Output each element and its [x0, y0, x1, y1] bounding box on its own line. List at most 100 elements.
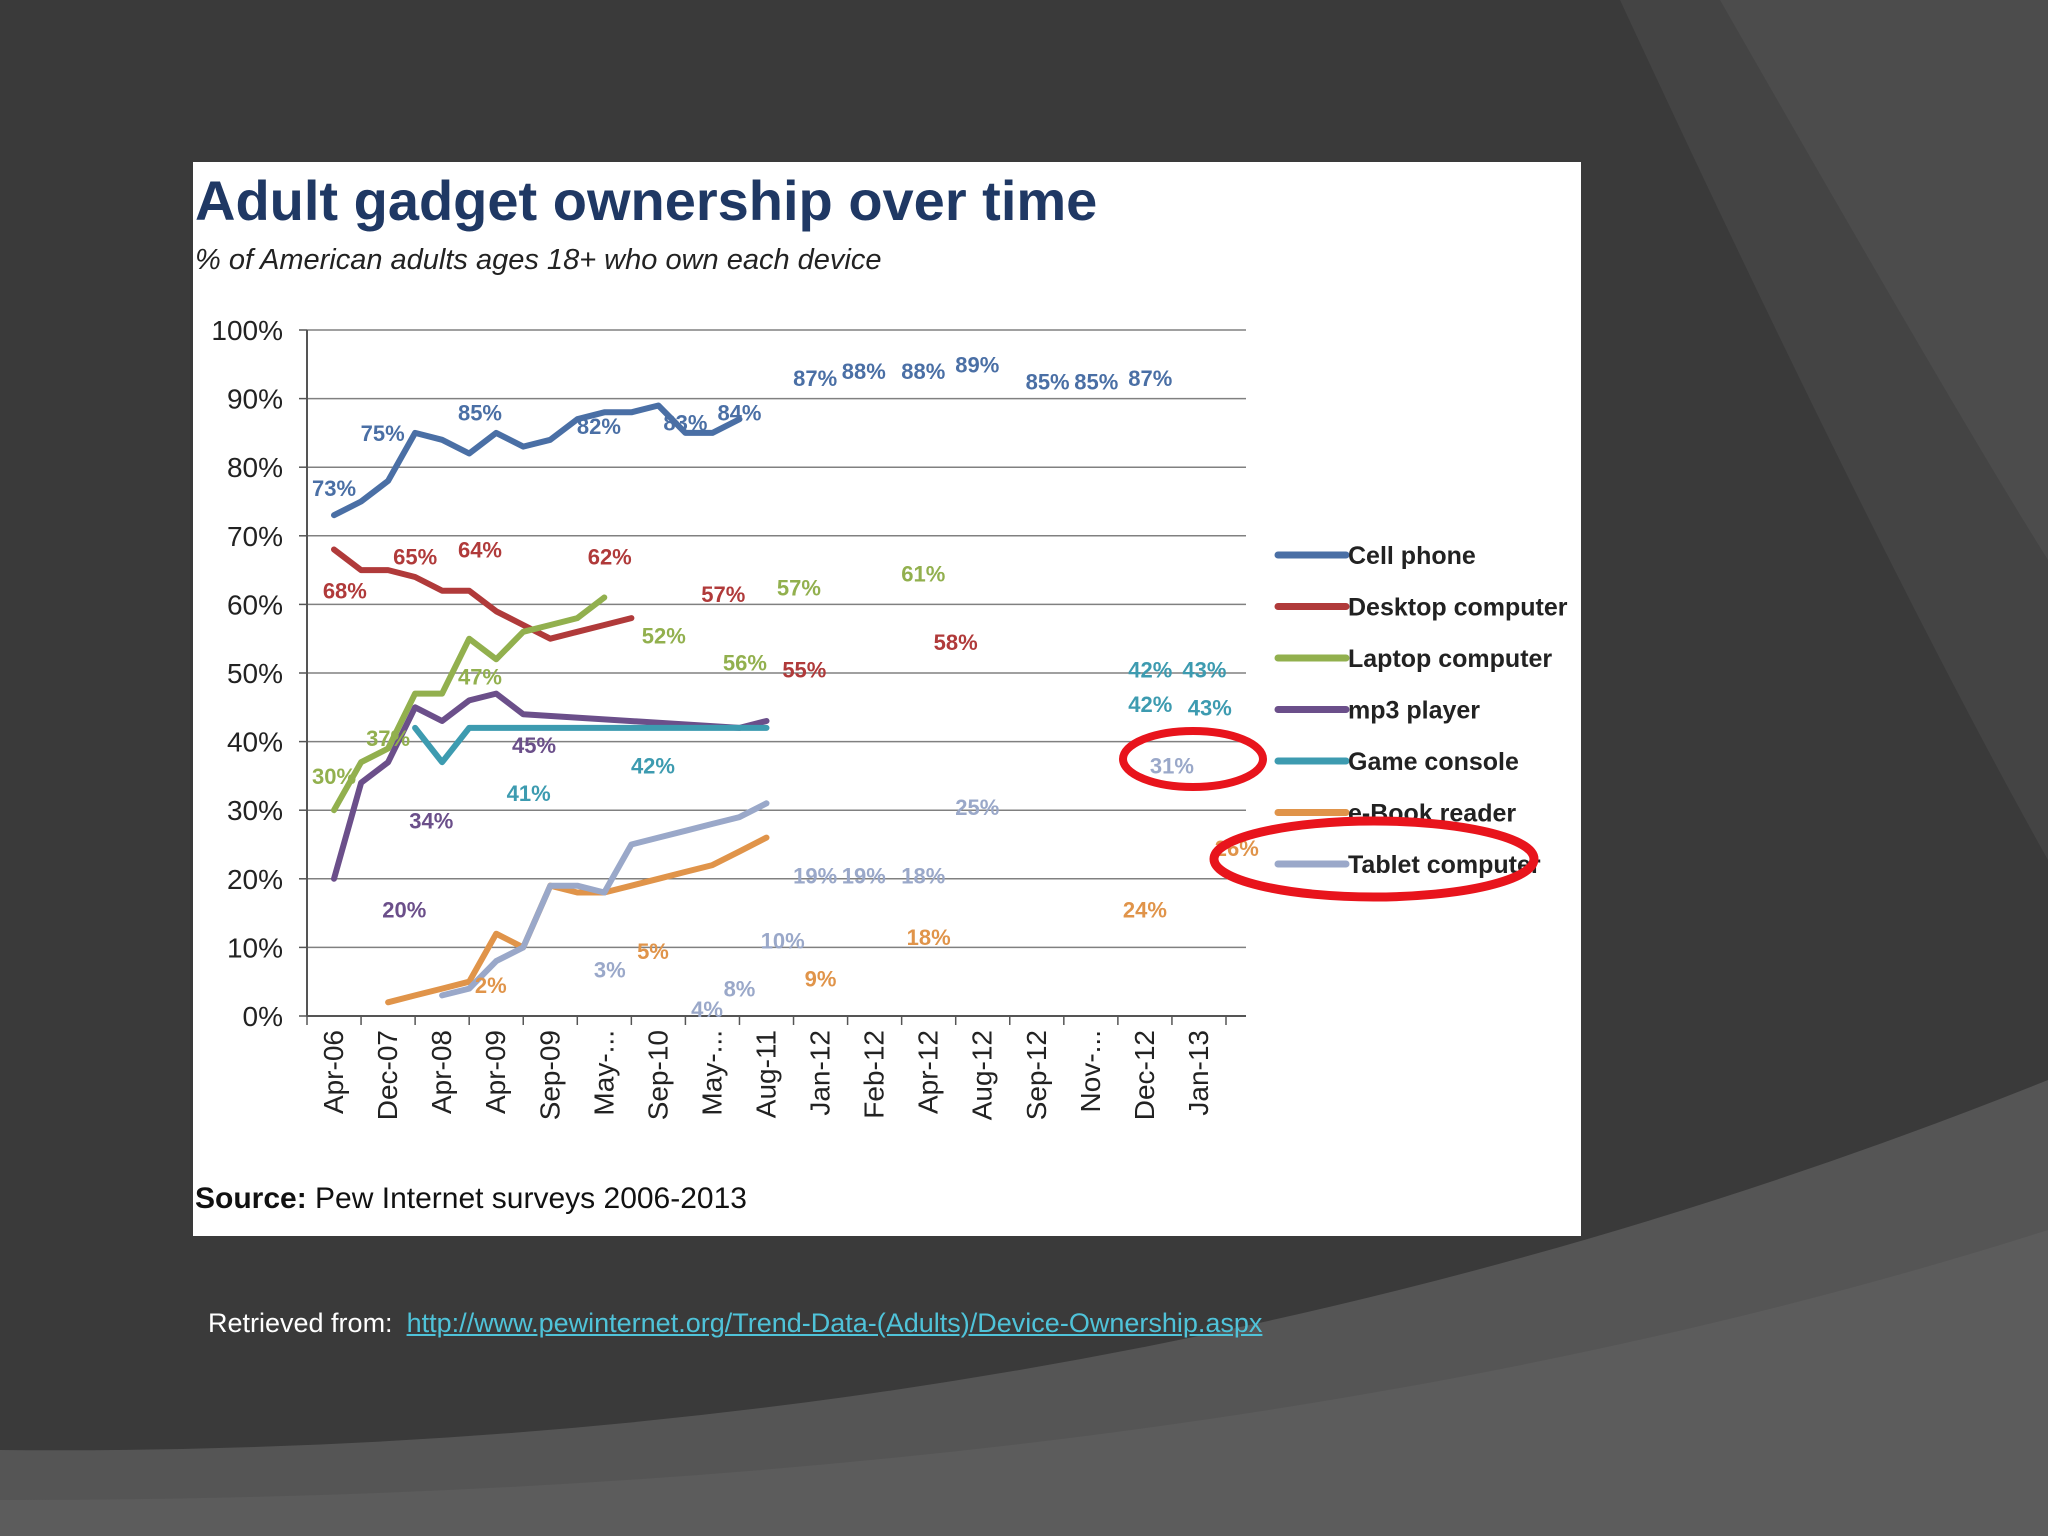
data-label: 83% — [663, 411, 707, 436]
series-line — [331, 546, 635, 642]
x-tick-label: Feb-12 — [859, 1030, 890, 1119]
y-tick-label: 0% — [243, 1001, 283, 1032]
data-label: 19% — [842, 863, 886, 888]
legend-item: Laptop computer — [1348, 645, 1552, 673]
data-label: 42% — [1128, 658, 1172, 683]
x-tick-label: Sep-12 — [1021, 1030, 1052, 1120]
y-tick-label: 60% — [227, 589, 283, 620]
source-url-link[interactable]: http://www.pewinternet.org/Trend-Data-(A… — [406, 1308, 1263, 1338]
x-tick-label: Aug-12 — [967, 1030, 998, 1120]
data-label: 88% — [842, 359, 886, 384]
series-line — [412, 724, 770, 766]
data-label: 18% — [907, 925, 951, 950]
chart-source: Source: Pew Internet surveys 2006-2013 — [195, 1182, 747, 1216]
chart-title: Adult gadget ownership over time — [195, 169, 1098, 232]
y-tick-label: 100% — [211, 315, 283, 346]
x-tick-label: Jan-13 — [1183, 1030, 1214, 1116]
data-label: 2% — [475, 973, 507, 998]
x-tick-label: Sep-10 — [642, 1030, 673, 1120]
source-label: Source: — [195, 1182, 307, 1215]
data-label: 85% — [1026, 369, 1070, 394]
data-label: 57% — [701, 582, 745, 607]
data-label: 62% — [588, 544, 632, 569]
x-tick-label: Apr-12 — [913, 1030, 944, 1114]
data-label: 4% — [691, 997, 723, 1022]
data-label: 58% — [934, 630, 978, 655]
y-tick-label: 70% — [227, 521, 283, 552]
x-tick-label: Apr-08 — [426, 1030, 457, 1114]
retrieved-note: Retrieved from: http://www.pewinternet.or… — [208, 1308, 1262, 1339]
data-label: 19% — [793, 863, 837, 888]
x-tick-label: Dec-07 — [372, 1030, 403, 1120]
data-label: 87% — [793, 366, 837, 391]
x-tick-label: Dec-12 — [1129, 1030, 1160, 1120]
series-line — [331, 594, 608, 814]
data-label: 73% — [312, 476, 356, 501]
legend-item: Cell phone — [1348, 542, 1476, 570]
legend-item: Tablet computer — [1348, 851, 1541, 879]
data-label: 56% — [723, 651, 767, 676]
data-label: 20% — [382, 898, 426, 923]
data-label: 31% — [1150, 754, 1194, 779]
line-chart: 0% 10% 20% 30% 40% 50% 60% 70% 80% 90% 100% Apr-06 D… — [211, 315, 1568, 1120]
highlight-ellipse — [1209, 816, 1539, 902]
series-line — [331, 402, 743, 519]
data-label: 65% — [393, 544, 437, 569]
data-label: 45% — [512, 733, 556, 758]
source-text: Pew Internet surveys 2006-2013 — [315, 1182, 747, 1215]
x-tick-label: Sep-09 — [534, 1030, 565, 1120]
y-tick-label: 20% — [227, 864, 283, 895]
data-label: 10% — [761, 929, 805, 954]
y-tick-label: 80% — [227, 452, 283, 483]
data-label: 47% — [458, 664, 502, 689]
data-label: 25% — [955, 795, 999, 820]
data-label: 52% — [642, 623, 686, 648]
data-label: 42% — [631, 754, 675, 779]
data-label: 87% — [1128, 366, 1172, 391]
x-tick-label: Apr-06 — [318, 1030, 349, 1114]
x-tick-label: Apr-09 — [480, 1030, 511, 1114]
legend-item: Game console — [1348, 748, 1519, 776]
x-tick-label: May-... — [588, 1030, 619, 1116]
data-label: 43% — [1188, 695, 1232, 720]
highlight-ellipse — [1119, 727, 1267, 791]
data-label: 24% — [1123, 898, 1167, 923]
series-line — [385, 834, 770, 1006]
y-tick-label: 50% — [227, 658, 283, 689]
x-tick-label: May-... — [696, 1030, 727, 1116]
data-label: 8% — [724, 977, 756, 1002]
data-label: 9% — [805, 966, 837, 991]
y-tick-label: 40% — [227, 727, 283, 758]
data-label: 89% — [955, 352, 999, 377]
data-label: 82% — [577, 414, 621, 439]
data-label: 64% — [458, 538, 502, 563]
x-tick-label: Nov-... — [1075, 1030, 1106, 1112]
chart-panel: Adult gadget ownership over time % of Am… — [193, 162, 1581, 1236]
chart-subtitle: % of American adults ages 18+ who own ea… — [195, 244, 882, 276]
data-label: 75% — [361, 421, 405, 446]
data-label: 30% — [312, 764, 356, 789]
y-tick-label: 10% — [227, 932, 283, 963]
legend-item: mp3 player — [1348, 697, 1480, 725]
data-label: 85% — [458, 400, 502, 425]
data-label: 61% — [901, 562, 945, 587]
y-tick-label: 90% — [227, 384, 283, 415]
data-label: 84% — [717, 400, 761, 425]
data-label: 42% — [1128, 692, 1172, 717]
data-label: 41% — [507, 781, 551, 806]
data-label: 85% — [1074, 369, 1118, 394]
x-tick-label: Aug-11 — [751, 1030, 782, 1118]
data-label: 37% — [366, 726, 410, 751]
data-label: 3% — [594, 957, 626, 982]
data-label: 55% — [782, 658, 826, 683]
retrieved-label: Retrieved from: — [208, 1308, 393, 1338]
series-line — [439, 800, 770, 999]
series-line — [331, 690, 770, 882]
data-label: 34% — [409, 808, 453, 833]
legend-item: Desktop computer — [1348, 594, 1568, 622]
data-label: 88% — [901, 359, 945, 384]
data-label: 43% — [1182, 658, 1226, 683]
data-label: 68% — [323, 579, 367, 604]
x-tick-label: Jan-12 — [805, 1030, 836, 1116]
data-label: 5% — [637, 939, 669, 964]
